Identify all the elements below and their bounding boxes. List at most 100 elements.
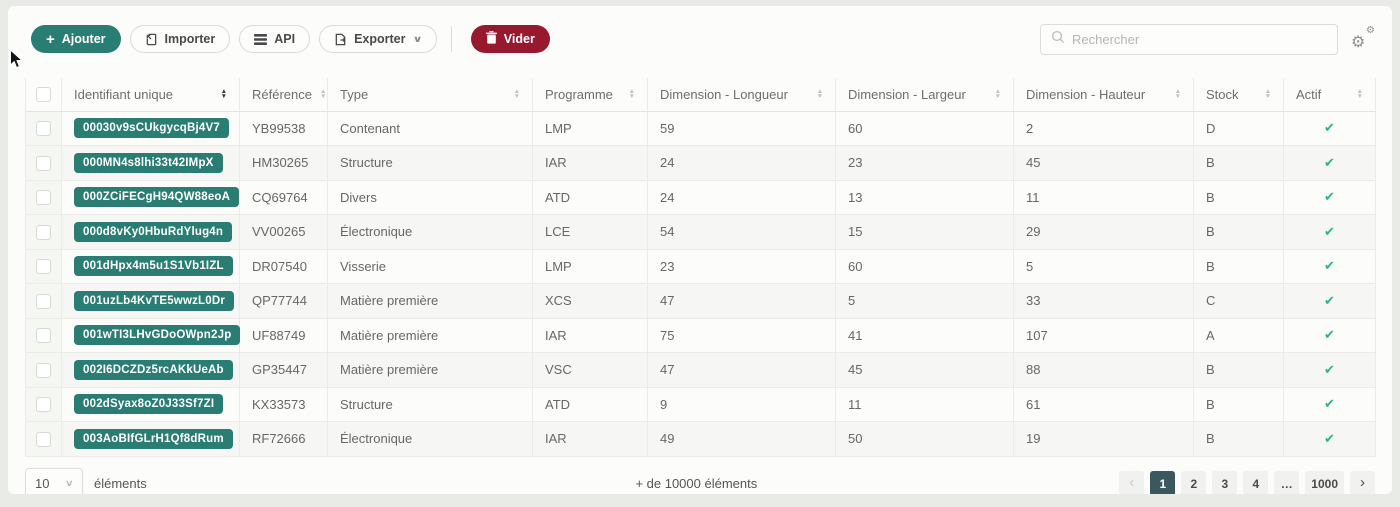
toolbar: + Ajouter Importer API Exporter ∨ <box>25 23 1375 55</box>
cell-largeur: 13 <box>835 180 1014 215</box>
id-badge[interactable]: 002I6DCZDz5rcAKkUeAb <box>74 359 233 380</box>
clear-button[interactable]: Vider <box>470 25 550 53</box>
pagination-page-1000[interactable]: 1000 <box>1305 471 1344 494</box>
cell-longueur: 24 <box>647 180 836 215</box>
table-row[interactable]: 00030v9sCUkgycqBj4V7 YB99538 Contenant L… <box>25 111 1376 146</box>
page-size-select[interactable]: 10 ∨ <box>25 468 83 494</box>
export-button[interactable]: Exporter ∨ <box>319 25 437 53</box>
select-all-checkbox[interactable] <box>36 87 51 103</box>
plus-icon: + <box>46 30 55 48</box>
column-header-label: Dimension - Largeur <box>848 86 966 102</box>
row-checkbox[interactable] <box>36 121 51 137</box>
sort-arrows-icon: ▲ ▼ <box>1264 88 1271 101</box>
column-header-dimension-largeur[interactable]: Dimension - Largeur ▲ ▼ <box>835 78 1014 112</box>
page-size-value: 10 <box>35 476 50 491</box>
column-header-dimension-longueur[interactable]: Dimension - Longueur ▲ ▼ <box>647 78 836 112</box>
table-row[interactable]: 001wTI3LHvGDoOWpn2Jp UF88749 Matière pre… <box>25 318 1376 353</box>
column-header-programme[interactable]: Programme ▲ ▼ <box>532 78 648 112</box>
cell-hauteur: 107 <box>1013 318 1194 353</box>
row-checkbox[interactable] <box>36 155 51 171</box>
cell-actif: ✔ <box>1283 421 1376 457</box>
import-button[interactable]: Importer <box>129 25 231 53</box>
pagination-page-2[interactable]: 2 <box>1181 471 1207 494</box>
row-checkbox[interactable] <box>36 362 51 378</box>
add-button[interactable]: + Ajouter <box>31 25 121 53</box>
table-row[interactable]: 001dHpx4m5u1S1Vb1IZL DR07540 Visserie LM… <box>25 249 1376 284</box>
column-header-r-f-rence[interactable]: Référence ▲ ▼ <box>239 78 328 112</box>
cell-hauteur: 19 <box>1013 421 1194 457</box>
pagination-page-4[interactable]: 4 <box>1243 471 1269 494</box>
cell-identifiant: 000ZCiFECgH94QW88eoA <box>61 180 240 215</box>
column-header-identifiant-unique[interactable]: Identifiant unique ▲ ▼ <box>61 78 240 112</box>
id-badge[interactable]: 000MN4s8lhi33t42IMpX <box>74 152 223 173</box>
id-badge[interactable]: 001dHpx4m5u1S1Vb1IZL <box>74 256 233 277</box>
api-button-label: API <box>274 32 296 46</box>
cell-programme: LMP <box>532 249 648 284</box>
row-checkbox[interactable] <box>36 293 51 309</box>
cell-hauteur: 33 <box>1013 283 1194 319</box>
table-row[interactable]: 002dSyax8oZ0J33Sf7ZI KX33573 Structure A… <box>25 387 1376 422</box>
pagination-page-1[interactable]: 1 <box>1150 471 1176 494</box>
row-checkbox-cell <box>25 111 62 146</box>
clear-button-label: Vider <box>503 32 535 46</box>
items-label: éléments <box>94 476 147 491</box>
cell-longueur: 75 <box>647 318 836 353</box>
column-header-dimension-hauteur[interactable]: Dimension - Hauteur ▲ ▼ <box>1013 78 1194 112</box>
cell-reference: CQ69764 <box>239 180 328 215</box>
row-checkbox-cell <box>25 421 62 457</box>
cell-programme: ATD <box>532 180 648 215</box>
cell-largeur: 11 <box>835 387 1014 422</box>
pagination-prev-button[interactable]: ‹ <box>1119 471 1145 494</box>
table-row[interactable]: 000d8vKy0HbuRdYlug4n VV00265 Électroniqu… <box>25 214 1376 250</box>
check-icon: ✔ <box>1324 361 1335 377</box>
cell-type: Visserie <box>327 249 533 284</box>
check-icon: ✔ <box>1324 327 1335 343</box>
api-button[interactable]: API <box>239 25 311 53</box>
row-checkbox[interactable] <box>36 397 51 413</box>
id-badge[interactable]: 003AoBIfGLrH1Qf8dRum <box>74 428 233 449</box>
cell-longueur: 24 <box>647 145 836 181</box>
column-header-stock[interactable]: Stock ▲ ▼ <box>1193 78 1284 112</box>
id-badge[interactable]: 00030v9sCUkgycqBj4V7 <box>74 118 229 139</box>
table-row[interactable]: 002I6DCZDz5rcAKkUeAb GP35447 Matière pre… <box>25 352 1376 388</box>
column-header-type[interactable]: Type ▲ ▼ <box>327 78 533 112</box>
column-header-label: Type <box>340 86 369 102</box>
row-checkbox[interactable] <box>36 431 51 447</box>
sort-arrows-icon: ▲ ▼ <box>1174 88 1181 101</box>
id-badge[interactable]: 000ZCiFECgH94QW88eoA <box>74 187 240 208</box>
settings-gears-icon[interactable]: ⚙ ⚙ <box>1351 26 1375 51</box>
cell-type: Structure <box>327 387 533 422</box>
sort-arrows-icon: ▲ ▼ <box>816 88 823 101</box>
id-badge[interactable]: 002dSyax8oZ0J33Sf7ZI <box>74 394 224 415</box>
cell-reference: VV00265 <box>239 214 328 250</box>
row-checkbox[interactable] <box>36 328 51 344</box>
id-badge[interactable]: 001wTI3LHvGDoOWpn2Jp <box>74 325 241 346</box>
table-row[interactable]: 001uzLb4KvTE5wwzL0Dr QP77744 Matière pre… <box>25 283 1376 319</box>
row-checkbox-cell <box>25 249 62 284</box>
select-all-header-cell <box>25 78 62 112</box>
pagination-page-3[interactable]: 3 <box>1212 471 1238 494</box>
id-badge[interactable]: 000d8vKy0HbuRdYlug4n <box>74 221 233 242</box>
cell-actif: ✔ <box>1283 249 1376 284</box>
row-checkbox[interactable] <box>36 224 51 240</box>
cell-actif: ✔ <box>1283 180 1376 215</box>
table-row[interactable]: 000ZCiFECgH94QW88eoA CQ69764 Divers ATD … <box>25 180 1376 215</box>
row-checkbox[interactable] <box>36 190 51 206</box>
table-row[interactable]: 000MN4s8lhi33t42IMpX HM30265 Structure I… <box>25 145 1376 181</box>
search-input[interactable] <box>1072 31 1327 47</box>
pagination-next-button[interactable]: › <box>1350 471 1375 494</box>
cell-stock: D <box>1193 111 1284 146</box>
export-icon <box>334 33 347 46</box>
column-header-actif[interactable]: Actif ▲ ▼ <box>1283 78 1376 112</box>
row-checkbox[interactable] <box>36 259 51 275</box>
pagination-page-…[interactable]: … <box>1274 471 1300 494</box>
sort-arrows-icon: ▲ ▼ <box>513 88 520 101</box>
search-box[interactable] <box>1040 23 1338 55</box>
cell-programme: LMP <box>532 111 648 146</box>
id-badge[interactable]: 001uzLb4KvTE5wwzL0Dr <box>74 290 235 311</box>
sort-arrows-icon: ▲ ▼ <box>220 88 227 101</box>
cell-reference: KX33573 <box>239 387 328 422</box>
table-row[interactable]: 003AoBIfGLrH1Qf8dRum RF72666 Électroniqu… <box>25 421 1376 457</box>
cell-stock: C <box>1193 283 1284 319</box>
chevron-down-icon: ∨ <box>413 33 424 44</box>
